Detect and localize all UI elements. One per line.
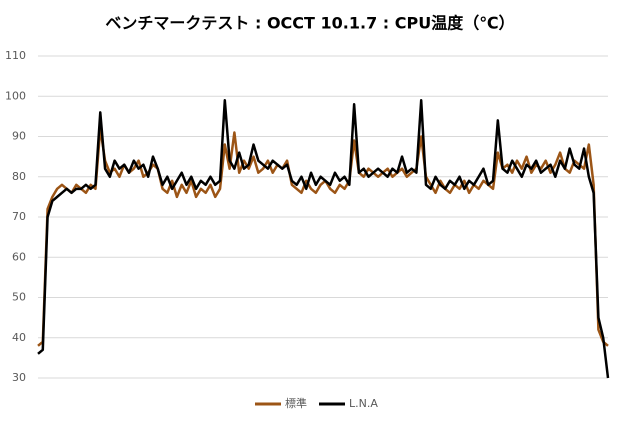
y-tick-label: 90 <box>12 130 26 143</box>
y-tick-label: 80 <box>12 170 26 183</box>
y-tick-label: 100 <box>5 89 26 102</box>
legend-label: 標準 <box>285 396 307 410</box>
line-series <box>37 99 610 379</box>
y-tick-label: 30 <box>12 371 26 384</box>
chart-title: ベンチマークテスト : OCCT 10.1.7 : CPU温度（℃） <box>105 14 514 33</box>
y-tick-label: 70 <box>12 210 26 223</box>
y-tick-label: 40 <box>12 331 26 344</box>
y-tick-label: 60 <box>12 250 26 263</box>
legend-label: L.N.A <box>349 397 378 410</box>
line-series <box>37 127 609 347</box>
y-tick-label: 50 <box>12 291 26 304</box>
y-tick-label: 110 <box>5 49 26 62</box>
